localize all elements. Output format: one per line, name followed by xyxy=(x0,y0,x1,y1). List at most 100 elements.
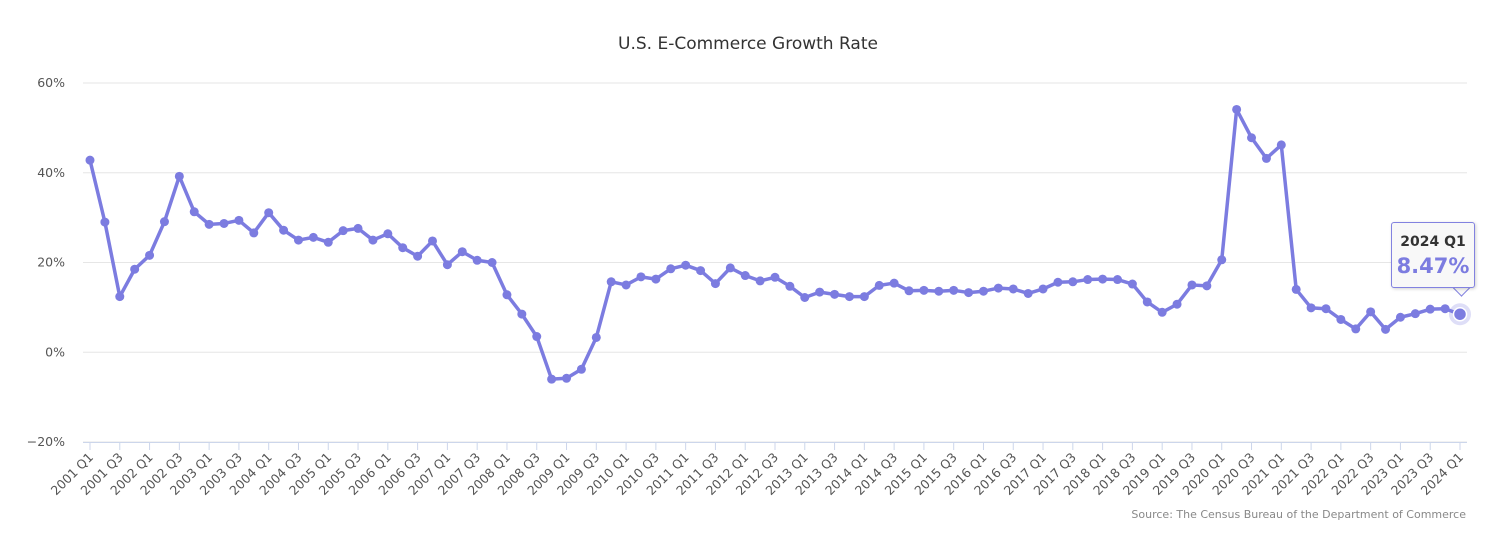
data-point[interactable] xyxy=(740,271,750,281)
y-tick-label: 40% xyxy=(37,165,65,180)
data-point[interactable] xyxy=(115,292,125,302)
data-point[interactable] xyxy=(204,219,214,229)
data-point[interactable] xyxy=(368,235,378,245)
data-point[interactable] xyxy=(651,274,661,284)
data-point[interactable] xyxy=(264,208,274,218)
data-point[interactable] xyxy=(755,276,765,286)
data-point[interactable] xyxy=(100,217,110,227)
data-point[interactable] xyxy=(1440,304,1450,314)
data-point[interactable] xyxy=(844,292,854,302)
data-point[interactable] xyxy=(636,272,646,282)
data-point[interactable] xyxy=(517,309,527,319)
data-point[interactable] xyxy=(770,272,780,282)
data-point[interactable] xyxy=(1395,312,1405,322)
data-point[interactable] xyxy=(1142,297,1152,307)
data-point[interactable] xyxy=(725,263,735,273)
data-point[interactable] xyxy=(279,225,289,235)
data-point[interactable] xyxy=(338,226,348,236)
data-point[interactable] xyxy=(323,237,333,247)
data-point[interactable] xyxy=(398,243,408,253)
data-point[interactable] xyxy=(234,215,244,225)
data-point[interactable] xyxy=(85,155,95,165)
data-point[interactable] xyxy=(993,283,1003,293)
data-point[interactable] xyxy=(904,286,914,296)
data-point[interactable] xyxy=(1452,306,1468,322)
data-point[interactable] xyxy=(442,260,452,270)
data-point[interactable] xyxy=(696,266,706,276)
data-point[interactable] xyxy=(1023,288,1033,298)
data-point[interactable] xyxy=(576,364,586,374)
data-point[interactable] xyxy=(785,281,795,291)
data-point[interactable] xyxy=(1008,284,1018,294)
data-point[interactable] xyxy=(1351,324,1361,334)
data-point[interactable] xyxy=(1202,281,1212,291)
data-point[interactable] xyxy=(1232,104,1242,114)
data-point[interactable] xyxy=(249,228,259,238)
data-point[interactable] xyxy=(1306,303,1316,313)
data-point[interactable] xyxy=(562,373,572,383)
data-point[interactable] xyxy=(1038,284,1048,294)
data-point[interactable] xyxy=(1321,304,1331,314)
data-points[interactable] xyxy=(85,104,1472,384)
data-point[interactable] xyxy=(457,247,467,257)
data-point[interactable] xyxy=(919,285,929,295)
data-point[interactable] xyxy=(666,264,676,274)
data-point[interactable] xyxy=(1247,133,1257,143)
data-point[interactable] xyxy=(1068,277,1078,287)
data-point[interactable] xyxy=(621,280,631,290)
data-point[interactable] xyxy=(1425,304,1435,314)
data-point[interactable] xyxy=(681,260,691,270)
data-point[interactable] xyxy=(591,332,601,342)
grid-lines xyxy=(83,82,1467,443)
data-point[interactable] xyxy=(145,250,155,260)
data-point[interactable] xyxy=(815,287,825,297)
data-point[interactable] xyxy=(502,290,512,300)
data-point[interactable] xyxy=(1157,307,1167,317)
y-tick-label: 20% xyxy=(37,255,65,270)
data-point[interactable] xyxy=(964,288,974,298)
data-point[interactable] xyxy=(1127,279,1137,289)
data-point[interactable] xyxy=(830,289,840,299)
data-point[interactable] xyxy=(383,229,393,239)
data-point[interactable] xyxy=(889,278,899,288)
data-point[interactable] xyxy=(1276,140,1286,150)
data-point[interactable] xyxy=(547,374,557,384)
data-point[interactable] xyxy=(472,255,482,265)
data-point[interactable] xyxy=(1098,274,1108,284)
data-point[interactable] xyxy=(1113,275,1122,285)
data-point[interactable] xyxy=(293,235,303,245)
data-point[interactable] xyxy=(487,258,497,267)
data-point[interactable] xyxy=(1410,309,1420,319)
data-point[interactable] xyxy=(1381,324,1391,334)
data-point[interactable] xyxy=(874,280,884,290)
tooltip-value: 8.47% xyxy=(1396,254,1470,278)
data-point[interactable] xyxy=(428,236,437,246)
data-point[interactable] xyxy=(800,293,810,303)
data-point[interactable] xyxy=(859,292,869,302)
data-point[interactable] xyxy=(1217,255,1227,265)
data-point[interactable] xyxy=(353,223,363,233)
data-point[interactable] xyxy=(130,264,140,274)
data-point[interactable] xyxy=(413,251,423,261)
data-point[interactable] xyxy=(159,217,169,227)
data-point[interactable] xyxy=(189,207,199,217)
data-point[interactable] xyxy=(710,279,720,289)
data-point[interactable] xyxy=(949,285,959,295)
data-point[interactable] xyxy=(934,286,944,296)
data-point[interactable] xyxy=(606,277,616,287)
data-point[interactable] xyxy=(1336,314,1346,324)
data-point[interactable] xyxy=(1291,284,1301,294)
data-point[interactable] xyxy=(532,332,542,342)
data-point[interactable] xyxy=(174,171,184,181)
data-point[interactable] xyxy=(978,286,988,296)
data-point[interactable] xyxy=(219,218,229,228)
data-point[interactable] xyxy=(1261,153,1271,163)
data-point[interactable] xyxy=(1366,307,1376,317)
data-point[interactable] xyxy=(1172,299,1182,309)
data-point[interactable] xyxy=(1083,275,1093,285)
data-point[interactable] xyxy=(308,232,318,242)
data-point[interactable] xyxy=(1053,277,1063,287)
data-point[interactable] xyxy=(1187,280,1197,290)
